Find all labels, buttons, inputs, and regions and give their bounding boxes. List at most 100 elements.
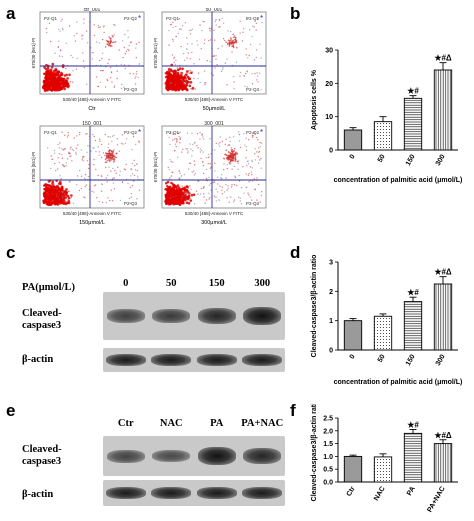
flow-dot-sparse	[63, 165, 65, 168]
flow-dot-sparse	[94, 139, 97, 142]
flow-dot-sparse	[83, 22, 85, 24]
flow-dot-cluster	[108, 44, 110, 47]
flow-dot-sparse	[221, 186, 223, 188]
flow-dot-sparse	[83, 66, 86, 69]
flow-dot-sparse	[169, 177, 171, 179]
flow-dot-sparse	[100, 190, 103, 192]
flow-dot-sparse	[113, 34, 116, 36]
flow-dot-sparse	[58, 203, 60, 205]
flow-dot-sparse	[220, 177, 223, 180]
flow-dot-sparse	[171, 54, 174, 56]
flow-dot-dense	[188, 84, 192, 88]
flow-dot-cluster	[112, 150, 115, 152]
flow-dot-dense	[51, 82, 55, 86]
quadrant-label-q1: P2-Q1	[44, 130, 58, 135]
bar-300	[433, 283, 453, 351]
flow-dot-dense	[185, 83, 189, 87]
flow-dot-sparse	[118, 49, 121, 51]
flow-dot-sparse	[240, 203, 243, 205]
flow-dot-cluster	[228, 42, 231, 44]
blot-e-target-band-4	[243, 448, 282, 464]
flow-dot-cluster	[230, 43, 233, 45]
flow-dot-sparse	[239, 32, 241, 34]
flow-dot-sparse	[251, 173, 253, 176]
flow-dot-sparse	[72, 202, 75, 204]
flow-dot-dense	[67, 196, 71, 200]
flow-dot-cluster	[232, 156, 234, 159]
flow-dot-sparse	[58, 40, 60, 42]
flow-dot-sparse	[105, 177, 108, 179]
flow-dot-sparse	[71, 160, 73, 162]
flow-dot-sparse	[116, 144, 119, 146]
flow-dot-dense	[173, 76, 176, 80]
flow-dot-cluster	[110, 152, 113, 155]
flow-dot-sparse	[248, 181, 250, 183]
flow-dot-sparse	[204, 39, 206, 41]
flow-dot-sparse	[210, 153, 212, 155]
caspase-ratio-chart-f: 0.0 0.5 1.0 1.5 2.0 2.5 Ctr NAC ★# PA ★#Δ PA+NAC Cle…	[311, 404, 458, 514]
flow-dot-sparse	[207, 162, 209, 165]
flow-dot-dense	[44, 76, 47, 79]
flow-dot-sparse	[226, 167, 228, 170]
flow-dots	[164, 131, 263, 207]
flow-dot-sparse	[119, 199, 122, 202]
flow-dot-sparse	[199, 193, 202, 195]
flow-dot-sparse	[229, 30, 232, 33]
flow-dot-sparse	[233, 87, 235, 90]
flow-dot-sparse	[53, 187, 55, 190]
flow-dot-sparse	[173, 138, 176, 140]
flow-dot-sparse	[116, 70, 118, 72]
flow-dot-sparse	[255, 49, 258, 51]
flow-dot-sparse	[78, 133, 81, 136]
flow-dot-sparse	[59, 30, 61, 32]
flow-dot-dense	[184, 77, 187, 80]
flow-dot-cluster	[228, 162, 231, 164]
flow-dot-sparse	[112, 167, 114, 170]
flow-dot-sparse	[242, 166, 244, 168]
x-tick-label: 300	[435, 353, 447, 367]
flow-dot-sparse	[230, 147, 233, 149]
flow-dot-dense	[57, 88, 60, 92]
flow-dot-dense	[60, 186, 63, 190]
flow-dot-sparse	[223, 169, 225, 171]
flow-dot-sparse	[224, 143, 226, 146]
flow-dot-dense	[47, 75, 50, 78]
flow-dot-dense	[184, 87, 187, 90]
flow-dot-dense	[166, 78, 170, 81]
flow-dot-sparse	[135, 143, 137, 146]
flow-dot-sparse	[259, 159, 261, 161]
flow-dot-sparse	[77, 144, 79, 146]
flow-dot-sparse	[60, 84, 63, 87]
flow-dot-sparse	[186, 192, 188, 194]
flow-dot-sparse	[82, 156, 84, 158]
flow-dot-sparse	[97, 146, 99, 148]
flow-plot-file-name: ctr_001	[84, 8, 101, 13]
flow-dot-sparse	[59, 142, 61, 144]
flow-dot-cluster	[231, 159, 233, 162]
flow-dot-sparse	[249, 196, 251, 198]
flow-dot-sparse	[233, 199, 236, 201]
flow-dot-dense	[62, 197, 66, 201]
flow-dot-sparse	[248, 173, 250, 175]
flow-dot-sparse	[255, 29, 257, 31]
flow-dot-dense	[57, 70, 60, 73]
flow-dot-sparse	[93, 34, 96, 37]
flow-dot-sparse	[184, 22, 186, 24]
flow-dot-sparse	[182, 52, 185, 55]
flow-dot-sparse	[232, 201, 235, 203]
flow-dot-sparse	[169, 197, 172, 199]
flow-dot-cluster	[231, 152, 233, 155]
flow-dot-sparse	[248, 194, 250, 196]
flow-dot-sparse	[58, 199, 60, 201]
flow-dot-dense	[60, 201, 64, 204]
flow-dot-sparse	[193, 63, 195, 65]
flow-dot-sparse	[68, 151, 70, 154]
blot-e-actin-band-1	[105, 487, 146, 499]
flow-dot-dense	[181, 67, 184, 71]
flow-dot-sparse	[75, 147, 77, 149]
flow-dot-sparse	[69, 152, 71, 155]
flow-dot-cluster	[232, 45, 234, 48]
flow-dot-sparse	[62, 149, 65, 151]
flow-dot-sparse	[48, 80, 51, 82]
flow-dot-sparse	[170, 175, 173, 177]
